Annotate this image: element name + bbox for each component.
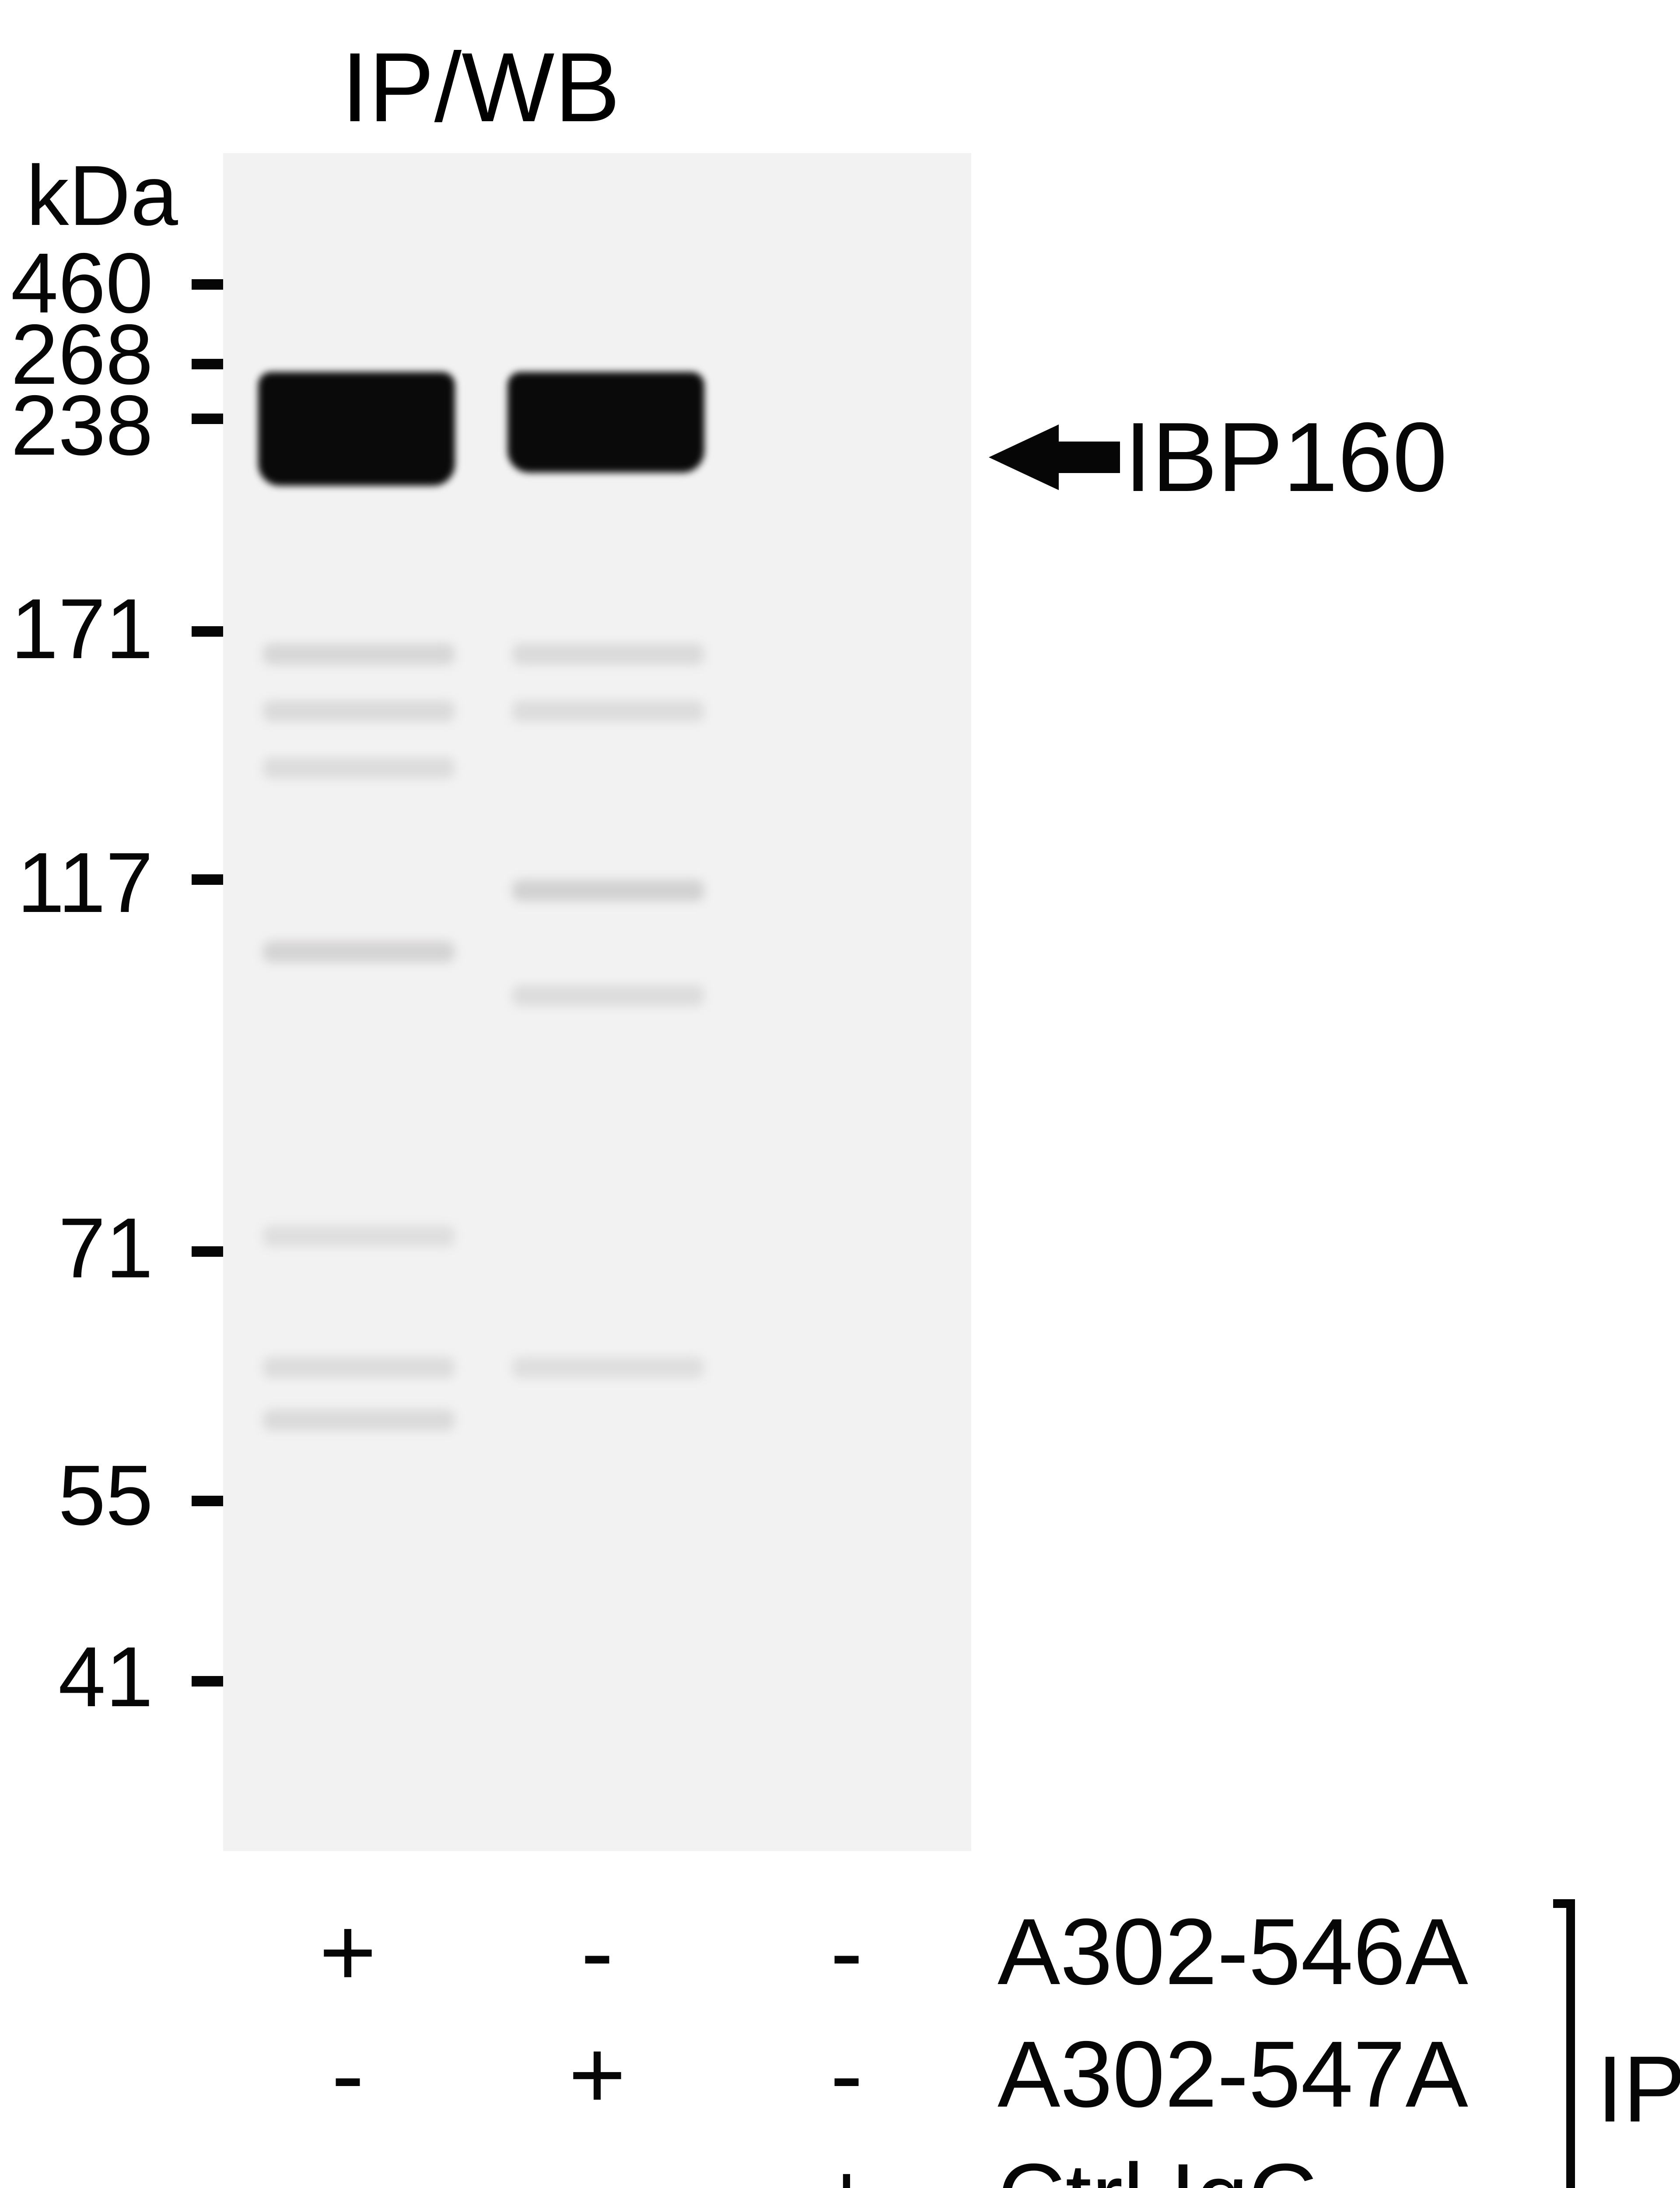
blot-lane [254, 153, 459, 1851]
kda-tick-icon [192, 874, 223, 885]
faint-band [512, 700, 704, 722]
ip-group-label: IP [1597, 2035, 1680, 2143]
minus-icon: - [722, 1895, 971, 2009]
kda-label: 55 [58, 1446, 153, 1544]
arrow-head-icon [989, 424, 1059, 490]
kda-unit-label: kDa [26, 147, 178, 245]
protein-name-label: IBP160 [1124, 400, 1447, 514]
kda-tick-icon [192, 1676, 223, 1687]
ip-bracket-icon [1566, 1899, 1575, 2188]
blot-membrane [223, 153, 971, 1851]
minus-icon: - [722, 2018, 971, 2131]
faint-band [512, 880, 704, 901]
legend-row: -+-A302-547A [223, 2013, 1623, 2135]
faint-band [512, 1357, 704, 1378]
faint-band [262, 757, 455, 779]
faint-band [262, 643, 455, 665]
minus-icon: - [223, 2018, 472, 2131]
minus-icon: - [472, 1895, 722, 2009]
main-protein-band [258, 372, 455, 486]
antibody-label: Ctrl IgG [998, 2142, 1322, 2188]
plus-icon: + [472, 2018, 722, 2131]
blot-lane [744, 153, 949, 1851]
plus-icon: + [223, 1895, 472, 2009]
kda-label: 71 [58, 1199, 153, 1297]
kda-tick-icon [192, 1246, 223, 1257]
faint-band [262, 700, 455, 722]
kda-label: 41 [58, 1628, 153, 1726]
faint-band [262, 941, 455, 963]
minus-icon: - [472, 2140, 722, 2188]
antibody-label: A302-546A [998, 1897, 1468, 2006]
legend-area: +--A302-546A-+-A302-547A--+Ctrl IgG [223, 1890, 1623, 2188]
faint-band [262, 1225, 455, 1247]
arrow-shaft-icon [1059, 442, 1120, 473]
kda-tick-icon [192, 279, 223, 290]
kda-label: 171 [11, 580, 153, 678]
blot-lane [503, 153, 709, 1851]
kda-tick-icon [192, 626, 223, 637]
kda-tick-icon [192, 359, 223, 369]
kda-tick-icon [192, 1496, 223, 1506]
antibody-label: A302-547A [998, 2020, 1468, 2128]
legend-row: +--A302-546A [223, 1890, 1623, 2013]
faint-band [262, 1357, 455, 1378]
legend-rows-container: +--A302-546A-+-A302-547A--+Ctrl IgG [223, 1890, 1623, 2188]
legend-row: --+Ctrl IgG [223, 2135, 1623, 2188]
kda-label: 117 [17, 834, 153, 932]
minus-icon: - [223, 2140, 472, 2188]
faint-band [512, 985, 704, 1006]
protein-arrow: IBP160 [989, 400, 1447, 514]
header-title: IP/WB [341, 31, 620, 144]
main-protein-band [508, 372, 704, 473]
plus-icon: + [722, 2140, 971, 2188]
western-blot-figure: IP/WB kDa 460268238171117715541 IBP160 +… [26, 26, 1654, 2188]
kda-label: 238 [11, 376, 153, 474]
faint-band [512, 643, 704, 665]
kda-tick-icon [192, 414, 223, 424]
faint-band [262, 1409, 455, 1431]
